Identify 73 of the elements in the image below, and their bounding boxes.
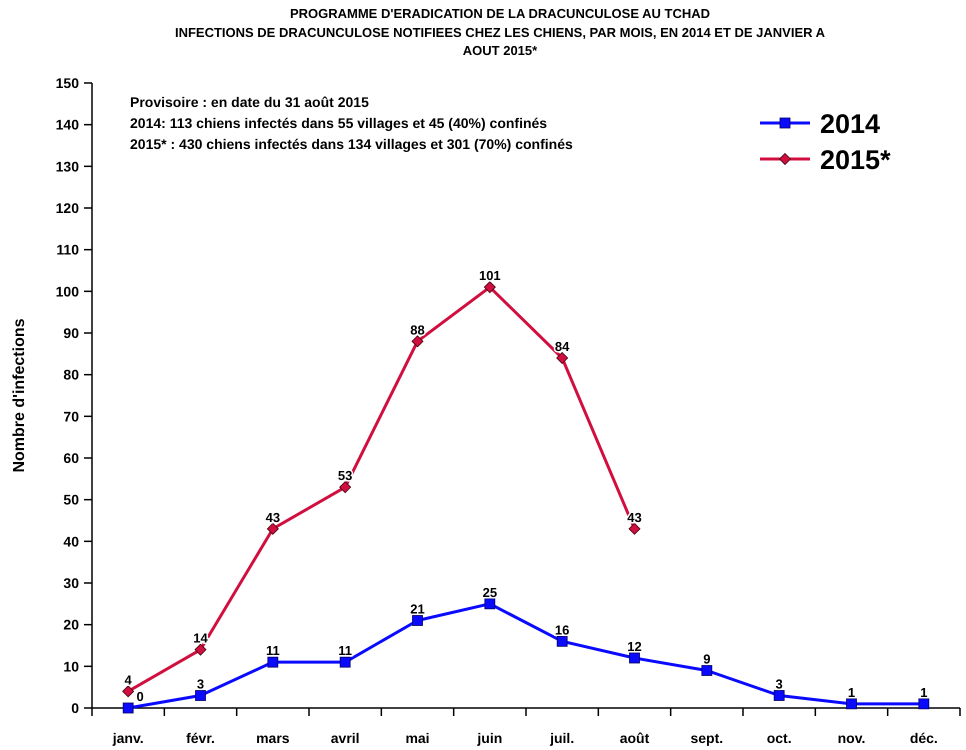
legend-label: 2015* <box>820 145 892 175</box>
point <box>628 522 640 535</box>
point <box>194 644 206 656</box>
data-label: 12 <box>627 639 642 654</box>
chart-title: PROGRAMME D'ERADICATION DE LA DRACUNCULOSE AU TCHAD <box>290 6 710 21</box>
y-tick-label: 0 <box>71 700 80 716</box>
point <box>556 636 568 647</box>
point <box>918 698 930 710</box>
data-label: 0 <box>136 689 144 704</box>
data-label: 16 <box>554 622 570 638</box>
x-tick-label: sept. <box>690 730 724 746</box>
data-label: 11 <box>266 643 280 658</box>
y-tick-label: 130 <box>56 158 80 174</box>
data-label: 1 <box>920 684 928 700</box>
data-label: 9 <box>703 652 710 666</box>
data-label: 11 <box>338 643 352 658</box>
x-tick-label: mai <box>405 730 430 746</box>
y-tick-label: 80 <box>63 366 80 383</box>
legend-label: 2014 <box>820 109 880 139</box>
point <box>484 598 496 610</box>
x-tick-label: nov. <box>838 730 866 746</box>
point <box>340 656 351 668</box>
point <box>339 481 352 494</box>
x-tick-label: févr. <box>186 730 215 746</box>
annotation: 2015* : 430 chiens infectés dans 134 villages et 301 (70%) confinés <box>130 136 573 152</box>
y-tick-label: 20 <box>63 616 80 633</box>
data-label: 84 <box>554 339 570 354</box>
data-label: 43 <box>266 510 280 525</box>
point <box>701 665 712 676</box>
y-tick-label: 100 <box>56 283 80 300</box>
point <box>412 335 424 348</box>
data-label: 1 <box>848 684 856 700</box>
point <box>122 702 134 714</box>
x-tick-label: oct. <box>766 730 792 746</box>
point <box>122 685 134 698</box>
annotation: 2014: 113 chiens infectés dans 55 villages et 45 (40%) confinés <box>130 115 548 131</box>
data-label: 88 <box>410 322 425 338</box>
point <box>266 522 279 535</box>
data-label: 4 <box>124 672 133 688</box>
chart-subtitle: INFECTIONS DE DRACUNCULOSE NOTIFIEES CHEZ LES CHIENS, PAR MOIS, EN 2014 ET DE JANVIER A AOUT 2015* <box>174 25 826 58</box>
y-tick-label: 110 <box>56 242 80 258</box>
data-label: 101 <box>478 268 501 284</box>
point <box>629 652 640 664</box>
point <box>846 698 857 710</box>
y-tick-label: 50 <box>63 492 80 508</box>
data-label: 3 <box>776 676 783 692</box>
y-tick-label: 120 <box>56 200 80 216</box>
y-tick-label: 30 <box>63 575 80 591</box>
x-tick-label: août <box>620 730 650 746</box>
point <box>556 352 568 364</box>
x-tick-label: mars <box>256 730 290 746</box>
y-tick-label: 40 <box>63 533 80 550</box>
y-tick-label: 150 <box>56 75 80 91</box>
y-tick-label: 70 <box>63 408 80 424</box>
y-axis-title: Nombre d'infections <box>11 318 28 473</box>
data-label: 3 <box>196 676 204 692</box>
x-tick-label: janv. <box>112 730 144 746</box>
y-tick-label: 90 <box>63 325 80 341</box>
point <box>412 615 423 626</box>
data-label: 21 <box>410 602 425 616</box>
y-tick-label: 10 <box>63 658 80 674</box>
data-label: 25 <box>482 584 498 600</box>
x-tick-label: juil. <box>549 730 574 746</box>
x-tick-label: déc. <box>910 730 938 746</box>
y-tick-label: 140 <box>56 116 80 133</box>
point <box>267 656 278 668</box>
point <box>195 690 206 701</box>
x-tick-label: avril <box>330 730 360 746</box>
point <box>774 690 785 701</box>
annotation: Provisoire : en date du 31 août 2015 <box>130 94 370 110</box>
x-tick-label: juin <box>476 730 502 746</box>
point <box>484 281 496 294</box>
y-tick-label: 60 <box>63 450 80 466</box>
